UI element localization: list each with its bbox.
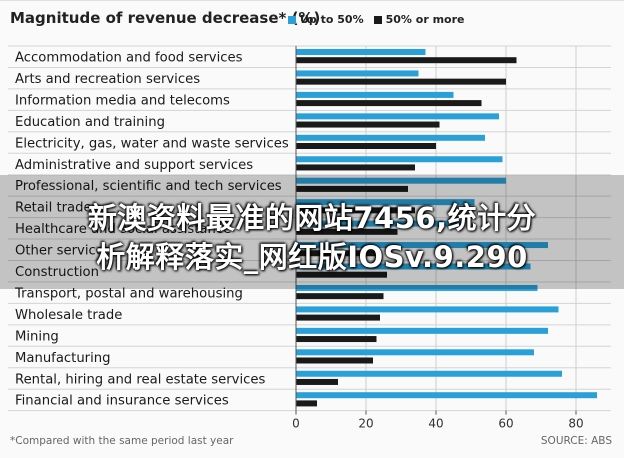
x-tick-label: 60 (498, 417, 513, 431)
legend: Up to 50% 50% or more (288, 13, 465, 26)
x-tick-label: 20 (358, 417, 373, 431)
category-label: Financial and insurance services (15, 394, 229, 409)
bar-up-to-50 (296, 49, 426, 55)
category-label: Mining (15, 329, 59, 344)
bar-up-to-50 (296, 156, 503, 163)
category-label: Wholesale trade (15, 308, 122, 323)
bar-50-or-more (296, 78, 506, 85)
bar-50-or-more (296, 314, 380, 321)
source-note: SOURCE: ABS (540, 435, 612, 447)
category-label: Professional, scientific and tech servic… (15, 179, 282, 194)
category-label: Electricity, gas, water and waste servic… (15, 136, 289, 151)
bar-50-or-more (296, 100, 482, 107)
bar-50-or-more (296, 336, 377, 343)
legend-label: Up to 50% (300, 13, 364, 26)
bar-50-or-more (296, 271, 387, 278)
chart-title: Magnitude of revenue decrease* (%) (10, 9, 321, 27)
bar-up-to-50 (296, 263, 531, 270)
category-label: Transport, postal and warehousing (14, 286, 243, 301)
bar-up-to-50 (296, 284, 538, 291)
category-label: Information media and telecoms (15, 93, 230, 108)
bar-up-to-50 (296, 199, 475, 206)
category-label: Arts and recreation services (15, 72, 200, 87)
bar-50-or-more (296, 121, 440, 128)
bar-up-to-50 (296, 242, 548, 249)
category-label: Rental, hiring and real estate services (15, 372, 266, 387)
x-tick-label: 40 (428, 417, 443, 431)
category-label: Education and training (15, 115, 165, 130)
category-label: Retail trade (15, 201, 92, 216)
bar-up-to-50 (296, 370, 562, 377)
bar-50-or-more (296, 143, 436, 149)
category-label: Accommodation and food services (15, 51, 243, 66)
watermark-text-line-1: 新澳资料最准的网站7456,统计分 (87, 201, 537, 235)
category-label: Construction (15, 265, 99, 280)
bar-50-or-more (296, 400, 317, 407)
bar-up-to-50 (296, 220, 461, 227)
bar-up-to-50 (296, 91, 454, 98)
legend-swatch-black (373, 15, 382, 24)
bar-up-to-50 (296, 70, 419, 77)
legend-label: 50% or more (385, 13, 465, 26)
bar-up-to-50 (296, 177, 506, 184)
category-label: Manufacturing (15, 351, 111, 366)
watermark-text-line-2: 析解释落实_网红版IOSv.9.290 (96, 240, 528, 274)
bar-up-to-50 (296, 327, 548, 334)
bar-50-or-more (296, 228, 398, 235)
bar-50-or-more (296, 293, 384, 300)
footnote: *Compared with the same period last year (10, 435, 234, 447)
legend-item-up-to-50: Up to 50% (288, 13, 364, 26)
bar-50-or-more (296, 357, 373, 364)
category-label: Other services (15, 244, 111, 259)
bar-50-or-more (296, 378, 338, 385)
legend-swatch-blue (288, 15, 296, 24)
category-label: Healthcare and social assistance (15, 222, 231, 237)
category-label: Administrative and support services (15, 158, 253, 173)
watermark-band (0, 175, 624, 289)
bar-50-or-more (296, 164, 415, 171)
bar-up-to-50 (296, 392, 597, 399)
bar-up-to-50 (296, 306, 559, 313)
bar-up-to-50 (296, 134, 485, 141)
bar-50-or-more (296, 250, 377, 257)
bar-50-or-more (296, 185, 408, 192)
bar-50-or-more (296, 207, 415, 214)
x-tick-label: 0 (292, 417, 300, 431)
legend-item-50-or-more: 50% or more (373, 13, 465, 26)
bar-up-to-50 (296, 113, 499, 120)
bar-50-or-more (296, 57, 517, 64)
x-tick-label: 80 (568, 417, 583, 431)
bar-up-to-50 (296, 349, 534, 356)
